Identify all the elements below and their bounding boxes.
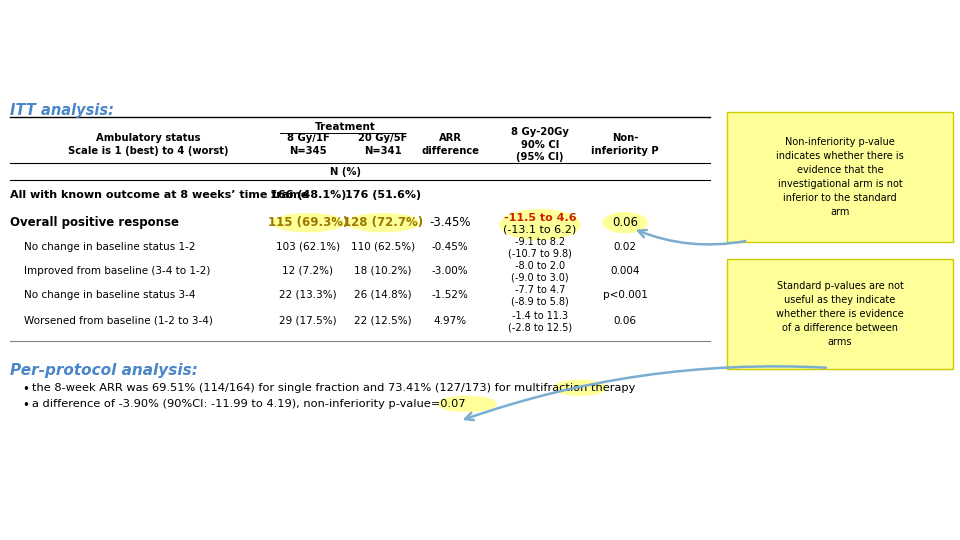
Text: 26 (14.8%): 26 (14.8%) xyxy=(354,290,412,300)
Text: Non-inferiority p-value
indicates whether there is
evidence that the
investigati: Non-inferiority p-value indicates whethe… xyxy=(776,137,904,217)
Text: •: • xyxy=(22,383,29,396)
Text: 0.06: 0.06 xyxy=(612,216,638,229)
Text: (-9.0 to 3.0): (-9.0 to 3.0) xyxy=(511,273,569,283)
Text: No change in baseline status 1-2: No change in baseline status 1-2 xyxy=(24,242,196,252)
Text: Standard p-values are not
useful as they indicate
whether there is evidence
of a: Standard p-values are not useful as they… xyxy=(776,281,904,347)
Text: 166 (48.1%): 166 (48.1%) xyxy=(270,190,347,200)
Text: 22 (12.5%): 22 (12.5%) xyxy=(354,316,412,326)
FancyArrowPatch shape xyxy=(466,366,826,420)
Text: the 8-week ARR was 69.51% (114/164) for single fraction and 73.41% (127/173) for: the 8-week ARR was 69.51% (114/164) for … xyxy=(32,383,636,393)
Text: (-13.1 to 6.2): (-13.1 to 6.2) xyxy=(503,225,577,235)
Text: -11.5 to 4.6: -11.5 to 4.6 xyxy=(504,213,576,222)
Ellipse shape xyxy=(347,214,419,232)
Text: 22 (13.3%): 22 (13.3%) xyxy=(279,290,337,300)
Text: -3.00%: -3.00% xyxy=(432,266,468,276)
Text: Overall positive response: Overall positive response xyxy=(10,216,179,229)
Ellipse shape xyxy=(554,380,606,395)
Text: Improved from baseline (3-4 to 1-2): Improved from baseline (3-4 to 1-2) xyxy=(24,266,210,276)
Text: a difference of -3.90% (90%CI: -11.99 to 4.19), non-inferiority p-value=0.07: a difference of -3.90% (90%CI: -11.99 to… xyxy=(32,399,466,409)
Text: 115 (69.3%): 115 (69.3%) xyxy=(268,216,348,229)
Text: -0.45%: -0.45% xyxy=(432,242,468,252)
Text: 4.97%: 4.97% xyxy=(433,316,467,326)
Text: -7.7 to 4.7: -7.7 to 4.7 xyxy=(515,285,565,295)
Text: 176 (51.6%): 176 (51.6%) xyxy=(345,190,421,200)
Text: Treatment: Treatment xyxy=(315,122,375,132)
Text: Worsened from baseline (1-2 to 3-4): Worsened from baseline (1-2 to 3-4) xyxy=(24,316,213,326)
Text: 29 (17.5%): 29 (17.5%) xyxy=(279,316,337,326)
Text: Ambulatory response rate (ARR): Ambulatory response rate (ARR) xyxy=(226,19,734,47)
Text: -9.1 to 8.2: -9.1 to 8.2 xyxy=(515,237,565,247)
Text: 8 Gy-20Gy
90% CI
(95% CI): 8 Gy-20Gy 90% CI (95% CI) xyxy=(511,127,569,163)
Text: at 8 weeks from randomisation: at 8 weeks from randomisation xyxy=(235,60,725,87)
Text: Ambulatory status
Scale is 1 (best) to 4 (worst): Ambulatory status Scale is 1 (best) to 4… xyxy=(68,133,228,156)
Text: •: • xyxy=(22,399,29,412)
Text: 18 (10.2%): 18 (10.2%) xyxy=(354,266,412,276)
Text: -1.52%: -1.52% xyxy=(432,290,468,300)
Text: Non-
inferiority P: Non- inferiority P xyxy=(591,133,659,156)
Ellipse shape xyxy=(272,214,344,232)
Text: -1.4 to 11.3: -1.4 to 11.3 xyxy=(512,310,568,321)
Text: 128 (72.7%): 128 (72.7%) xyxy=(343,216,423,229)
Text: 12 (7.2%): 12 (7.2%) xyxy=(282,266,333,276)
Text: 0.02: 0.02 xyxy=(613,242,636,252)
Text: 110 (62.5%): 110 (62.5%) xyxy=(351,242,415,252)
Text: No change in baseline status 3-4: No change in baseline status 3-4 xyxy=(24,290,196,300)
Text: -8.0 to 2.0: -8.0 to 2.0 xyxy=(515,261,565,271)
Ellipse shape xyxy=(438,396,496,411)
Text: (-8.9 to 5.8): (-8.9 to 5.8) xyxy=(511,297,569,307)
Text: N (%): N (%) xyxy=(330,166,361,177)
Text: ARR
difference: ARR difference xyxy=(421,133,479,156)
Ellipse shape xyxy=(500,210,580,240)
Text: p<0.001: p<0.001 xyxy=(603,290,647,300)
Text: -3.45%: -3.45% xyxy=(429,216,470,229)
FancyBboxPatch shape xyxy=(727,112,953,242)
Text: 0.06: 0.06 xyxy=(613,316,636,326)
Text: 0.004: 0.004 xyxy=(611,266,639,276)
Text: (-2.8 to 12.5): (-2.8 to 12.5) xyxy=(508,323,572,333)
FancyArrowPatch shape xyxy=(638,230,745,245)
Ellipse shape xyxy=(603,213,647,233)
Text: 103 (62.1%): 103 (62.1%) xyxy=(276,242,340,252)
Text: All with known outcome at 8 weeks’ time frame: All with known outcome at 8 weeks’ time … xyxy=(10,190,308,200)
FancyBboxPatch shape xyxy=(727,259,953,369)
Text: 8 Gy/1F
N=345: 8 Gy/1F N=345 xyxy=(287,133,329,156)
Text: Per-protocol analysis:: Per-protocol analysis: xyxy=(10,363,198,378)
Text: ITT analysis:: ITT analysis: xyxy=(10,103,114,118)
Text: 20 Gy/5F
N=341: 20 Gy/5F N=341 xyxy=(358,133,408,156)
Text: (-10.7 to 9.8): (-10.7 to 9.8) xyxy=(508,249,572,259)
